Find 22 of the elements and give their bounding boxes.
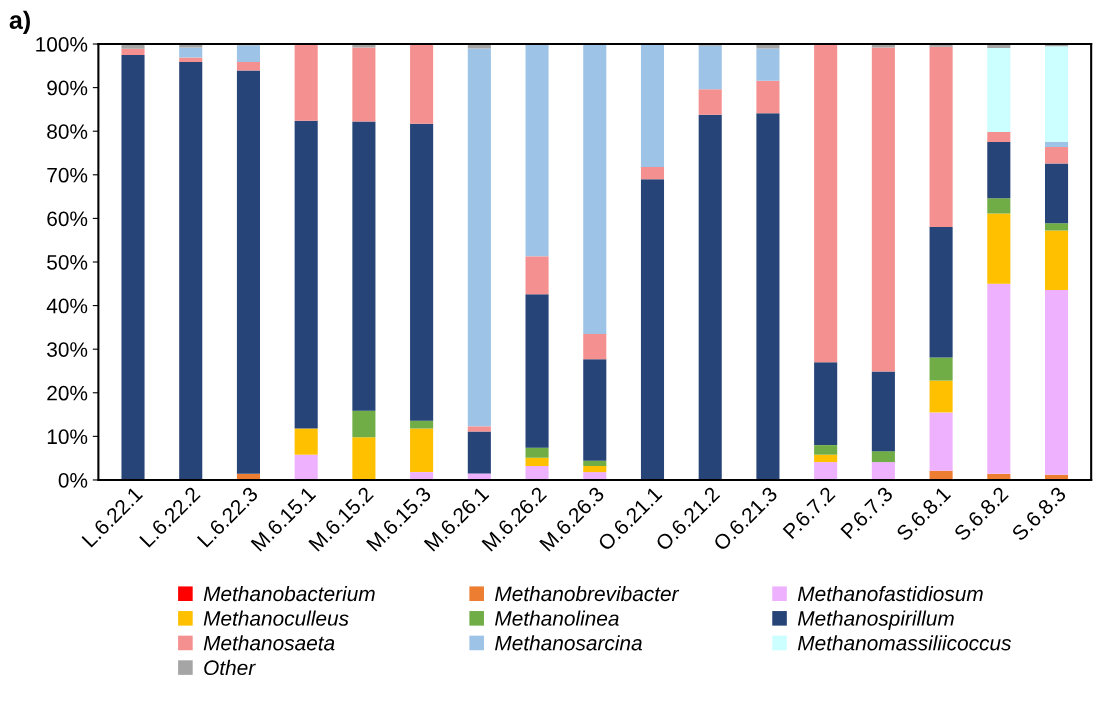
legend-label: Methanomassiliicoccus xyxy=(797,635,1012,651)
y-tick-label: 70% xyxy=(47,167,88,183)
y-tick-label: 80% xyxy=(47,124,88,139)
y-tick-label: 50% xyxy=(47,254,88,270)
legend-label: Methanolinea xyxy=(495,610,619,626)
y-tick-label: 20% xyxy=(47,385,88,401)
y-tick-label: 60% xyxy=(47,211,88,227)
y-tick-label: 30% xyxy=(47,342,88,357)
legend-label: Methanosaeta xyxy=(203,635,335,651)
y-tick-label: 100% xyxy=(36,37,88,52)
y-tick-label: 40% xyxy=(46,298,88,314)
legend-label: Methanosarcina xyxy=(495,635,642,651)
y-tick-label: 10% xyxy=(47,429,88,445)
legend-label: Methanofastidiosum xyxy=(797,585,983,602)
legend-label: Other xyxy=(204,659,256,676)
legend-label: Methanospirillum xyxy=(797,610,954,630)
y-tick-label: 90% xyxy=(47,80,88,96)
y-tick-label: 0% xyxy=(58,472,88,488)
legend-label: Methanobrevibacter xyxy=(495,585,680,602)
legend-label: Methanoculleus xyxy=(203,610,349,626)
chart-title: a) xyxy=(9,10,30,34)
legend-label: Methanobacterium xyxy=(203,585,375,602)
